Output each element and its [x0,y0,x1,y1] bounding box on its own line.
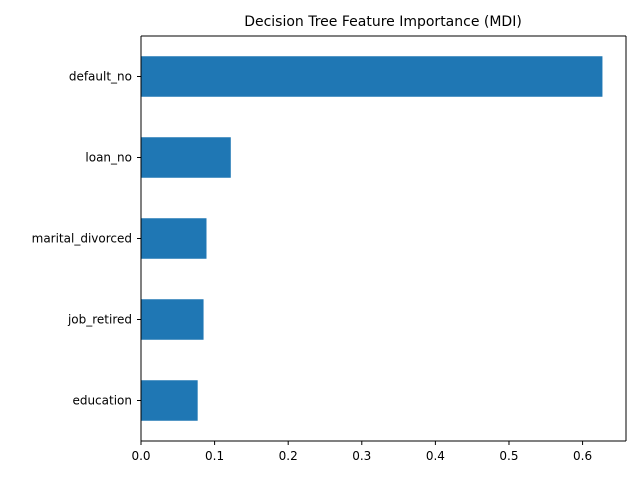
x-tick-label: 0.1 [205,449,224,463]
bars-layer [141,56,603,421]
x-tick-label: 0.5 [499,449,518,463]
y-tick-label: loan_no [85,151,132,165]
x-tick-label: 0.0 [131,449,150,463]
y-tick-label: job_retired [67,313,132,327]
bar-job-retired [141,299,204,340]
bar-loan-no [141,137,231,178]
y-tick-label: marital_divorced [32,232,132,246]
chart-title: Decision Tree Feature Importance (MDI) [244,14,522,30]
x-tick-label: 0.2 [279,449,298,463]
x-tick-label: 0.3 [352,449,371,463]
x-tick-label: 0.6 [573,449,592,463]
bar-marital-divorced [141,218,207,259]
bar-default-no [141,56,603,97]
x-axis-ticks: 0.0 0.1 0.2 0.3 0.4 0.5 0.6 [131,441,592,463]
bar-education [141,380,198,421]
x-tick-label: 0.4 [426,449,445,463]
y-tick-label: education [72,394,132,408]
y-tick-label: default_no [69,70,132,84]
y-axis-ticks: default_no loan_no marital_divorced job_ret… [32,70,141,408]
